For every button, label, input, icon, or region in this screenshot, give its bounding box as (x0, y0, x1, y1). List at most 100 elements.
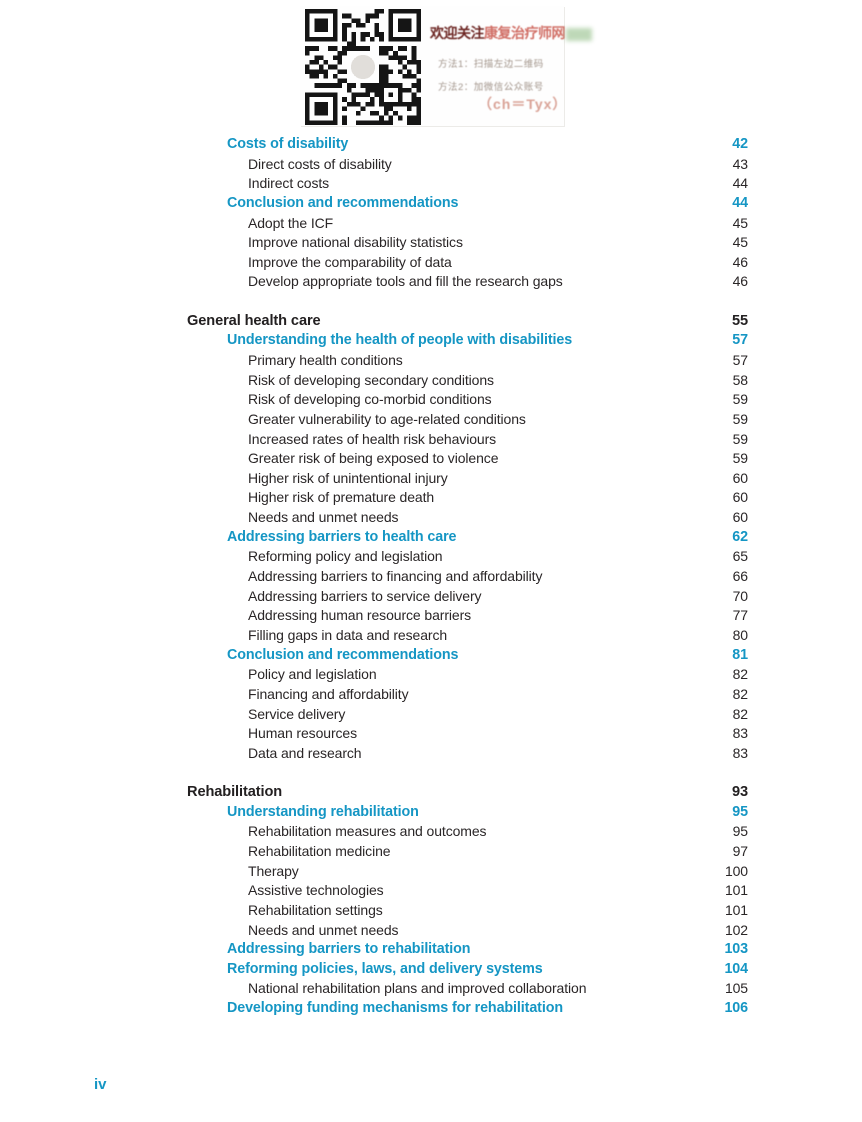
toc-entry-label: Assistive technologies (248, 882, 384, 899)
toc-entry-page-number: 102 (724, 921, 748, 938)
toc-entry: National rehabilitation plans and improv… (187, 979, 748, 999)
toc-entry: Rehabilitation medicine 97 (187, 842, 748, 862)
toc-entry-label: Rehabilitation settings (248, 901, 383, 918)
promo-wechat-id: （ch＝Tyx） (478, 96, 568, 112)
toc-entry-page-number: 82 (732, 705, 748, 722)
toc-entry-page-number: 93 (731, 784, 748, 801)
toc-entry-label: Greater vulnerability to age-related con… (248, 410, 526, 427)
qr-promo-text: 欢迎关注康复治疗师网 方法1：扫描左边二维码 方法2：加微信公众账号 （ch＝T… (428, 6, 592, 126)
toc-entry: Rehabilitation settings 101 (187, 901, 748, 921)
toc-entry: Develop appropriate tools and fill the r… (187, 272, 748, 292)
toc-entry-label: Higher risk of unintentional injury (248, 469, 448, 486)
toc-entry-page-number: 60 (732, 469, 748, 486)
toc-entry-page-number: 45 (732, 234, 748, 251)
toc-entry: Higher risk of premature death 60 (187, 488, 748, 508)
toc-entry-label: Needs and unmet needs (248, 509, 399, 526)
promo-title: 欢迎关注康复治疗师网 (430, 23, 592, 43)
toc-entry-label: Conclusion and recommendations (227, 646, 459, 663)
toc-entry-page-number: 65 (732, 548, 748, 565)
toc-entry-page-number: 59 (732, 450, 748, 467)
toc-entry-page-number: 59 (732, 391, 748, 408)
toc-entry-page-number: 59 (732, 410, 748, 427)
toc-entry-page-number: 95 (732, 823, 748, 840)
toc-entry-page-number: 70 (732, 587, 748, 604)
toc-entry-label: Addressing barriers to rehabilitation (227, 941, 471, 958)
toc-entry: Greater vulnerability to age-related con… (187, 410, 748, 430)
toc-entry-label: Addressing barriers to financing and aff… (248, 568, 543, 585)
table-of-contents: Costs of disability 42 Direct costs of dis… (187, 135, 748, 1038)
toc-entry-page-number: 101 (724, 882, 748, 899)
toc-entry: Indirect costs 44 (187, 174, 748, 194)
toc-entry-label: Reforming policy and legislation (248, 548, 443, 565)
toc-entry-label: Reforming policies, laws, and delivery s… (227, 960, 543, 977)
toc-entry-page-number: 45 (732, 214, 748, 231)
toc-entry-page-number: 82 (732, 685, 748, 702)
toc-entry: Improve national disability statistics 45 (187, 233, 748, 253)
toc-entry: Developing funding mechanisms for rehabi… (187, 999, 748, 1019)
toc-entry-page-number: 83 (732, 744, 748, 761)
toc-entry-page-number: 81 (732, 646, 748, 663)
toc-entry-label: Data and research (248, 744, 362, 761)
toc-entry: Addressing barriers to financing and aff… (187, 567, 748, 587)
toc-entry: Conclusion and recommendations 81 (187, 646, 748, 666)
toc-entry-page-number: 100 (724, 862, 748, 879)
qr-promo-overlay: 欢迎关注康复治疗师网 方法1：扫描左边二维码 方法2：加微信公众账号 （ch＝T… (300, 6, 592, 126)
toc-entry-label: Improve national disability statistics (248, 234, 463, 251)
toc-entry: Primary health conditions 57 (187, 351, 748, 371)
toc-entry: Human resources 83 (187, 724, 748, 744)
toc-entry: Improve the comparability of data 46 (187, 253, 748, 273)
toc-entry: Understanding rehabilitation 95 (187, 803, 748, 823)
toc-entry: Therapy 100 (187, 862, 748, 882)
promo-method-1: 方法1：扫描左边二维码 (438, 59, 544, 70)
toc-entry-label: Therapy (248, 862, 299, 879)
toc-entry-page-number: 58 (732, 371, 748, 388)
toc-entry-page-number: 55 (731, 312, 748, 329)
toc-entry-label: Human resources (248, 725, 357, 742)
toc-entry: General health care 55 (187, 312, 748, 332)
toc-entry-page-number: 60 (732, 489, 748, 506)
toc-entry-label: Financing and affordability (248, 685, 409, 702)
toc-entry-page-number: 104 (724, 960, 748, 977)
toc-entry-label: Costs of disability (227, 136, 349, 152)
toc-entry-page-number: 97 (732, 842, 748, 859)
toc-entry-label: Primary health conditions (248, 352, 403, 368)
toc-entry-label: Understanding the health of people with … (227, 332, 573, 349)
toc-entry-label: Indirect costs (248, 175, 330, 192)
toc-entry: Conclusion and recommendations 44 (187, 194, 748, 214)
toc-entry: Addressing barriers to service delivery 7… (187, 587, 748, 607)
toc-entry-page-number: 66 (732, 568, 748, 585)
toc-section-group: Rehabilitation 93 Understanding rehabilita… (187, 783, 748, 1019)
toc-entry-label: Addressing barriers to service delivery (248, 587, 482, 604)
toc-entry: Financing and affordability 82 (187, 685, 748, 705)
toc-entry-page-number: 101 (724, 901, 748, 918)
toc-entry: Adopt the ICF 45 (187, 214, 748, 234)
toc-entry-label: Greater risk of being exposed to violenc… (248, 450, 499, 467)
toc-entry-label: Develop appropriate tools and fill the r… (248, 273, 563, 290)
toc-entry-page-number: 106 (724, 1000, 748, 1017)
toc-entry: Assistive technologies 101 (187, 881, 748, 901)
promo-green-smudge (566, 27, 592, 41)
toc-entry-page-number: 95 (732, 803, 748, 820)
toc-entry-label: Increased rates of health risk behaviour… (248, 430, 497, 447)
toc-entry: Needs and unmet needs 102 (187, 921, 748, 941)
toc-entry: Service delivery 82 (187, 705, 748, 725)
toc-entry: Risk of developing secondary conditions 5… (187, 371, 748, 391)
toc-entry-label: Addressing human resource barriers (248, 607, 472, 624)
toc-entry-page-number: 60 (732, 509, 748, 526)
toc-entry-label: Rehabilitation measures and outcomes (248, 823, 487, 840)
toc-entry: Filling gaps in data and research 80 (187, 626, 748, 646)
toc-entry-page-number: 44 (732, 175, 748, 192)
toc-entry-page-number: 44 (732, 194, 748, 211)
toc-entry: Data and research 83 (187, 744, 748, 764)
toc-entry-page-number: 42 (732, 136, 748, 152)
toc-section-group: General health care 55 Understanding the h… (187, 312, 748, 764)
toc-entry: Costs of disability 42 (187, 135, 748, 155)
toc-entry-page-number: 62 (732, 528, 748, 545)
toc-entry-label: Risk of developing secondary conditions (248, 371, 494, 388)
toc-entry-page-number: 83 (732, 725, 748, 742)
toc-entry: Greater risk of being exposed to violenc… (187, 449, 748, 469)
toc-entry-label: Conclusion and recommendations (227, 194, 459, 211)
toc-entry-label: National rehabilitation plans and improv… (248, 980, 587, 997)
toc-entry-page-number: 46 (732, 273, 748, 290)
